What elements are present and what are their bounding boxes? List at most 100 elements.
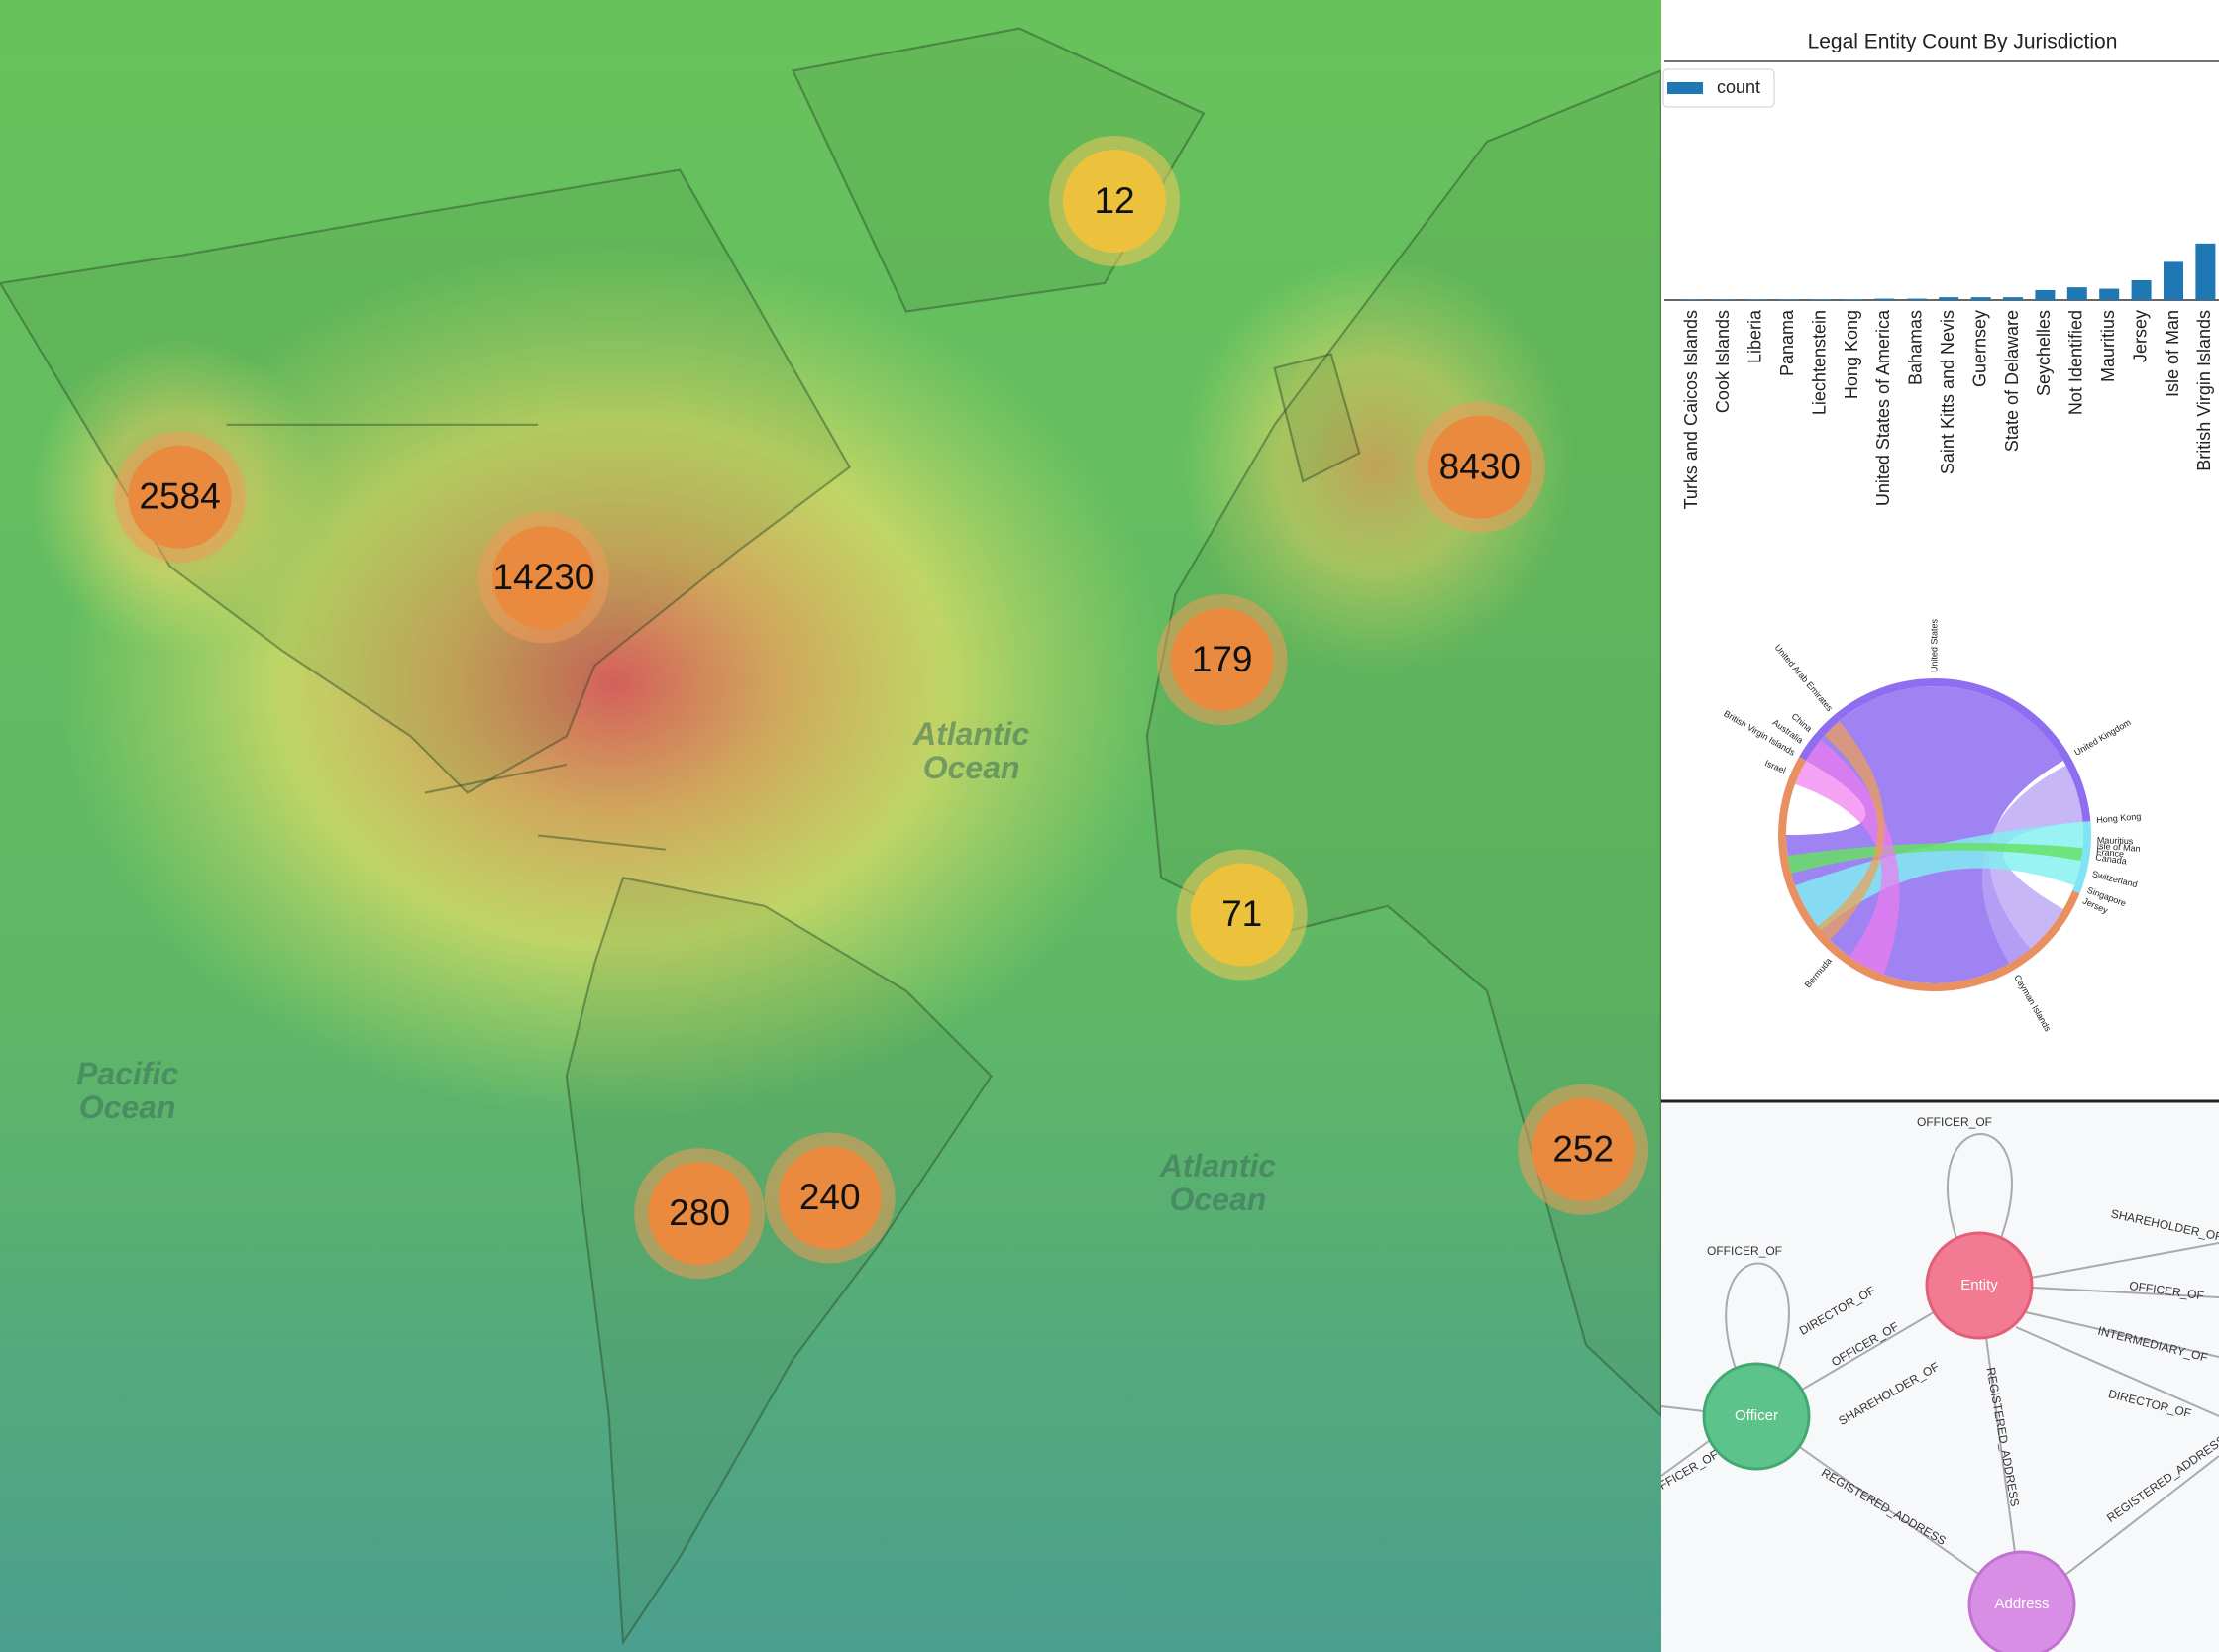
heat-region	[59, 248, 1169, 1119]
cluster-core	[1532, 1097, 1636, 1201]
ocean-label: Ocean	[923, 750, 1020, 785]
node[interactable]	[1925, 1231, 2034, 1340]
land	[0, 27, 1661, 1646]
chord-label: Canada	[2095, 852, 2128, 866]
chord-ribbon	[1981, 765, 2083, 964]
self-loop	[1946, 1133, 2013, 1239]
relationship-label: OFFICER_OF	[1917, 1115, 1992, 1129]
bar	[1843, 299, 1862, 300]
ocean-label: Ocean	[79, 1089, 176, 1125]
ocean-label: Pacific	[76, 1056, 178, 1091]
cluster-marker[interactable]: 12	[1049, 135, 1181, 266]
cluster-marker[interactable]: 14230	[477, 512, 609, 644]
relationship-line	[1661, 1440, 1710, 1477]
x-tick-label: Mauritius	[2098, 310, 2118, 382]
bar	[2035, 289, 2056, 300]
bar	[1874, 298, 1895, 300]
chord-label: United States	[1929, 618, 1939, 672]
x-tick-label: British Virgin Islands	[2194, 310, 2214, 471]
chord-label: France	[2096, 847, 2125, 860]
node[interactable]	[1702, 1362, 1811, 1471]
x-tick-label: Seychelles	[2034, 310, 2054, 396]
cluster-core	[1190, 863, 1294, 967]
bar	[2164, 261, 2183, 300]
cluster-count: 2584	[139, 476, 220, 517]
relationship-line	[2064, 1455, 2219, 1576]
border	[226, 423, 666, 851]
legend-swatch	[1667, 82, 1703, 94]
cluster-core	[1427, 415, 1532, 519]
bar	[2003, 297, 2023, 300]
ocean-label: Ocean	[1169, 1182, 1266, 1217]
node-label: Entity	[1960, 1277, 1998, 1293]
cluster-marker[interactable]: 8430	[1414, 401, 1545, 533]
cluster-marker[interactable]: 2584	[114, 431, 246, 563]
bar	[1939, 297, 1959, 300]
bar	[2131, 279, 2152, 300]
self-loop	[1725, 1262, 1790, 1370]
chord-arc	[2072, 821, 2091, 894]
chord-label: Hong Kong	[2096, 811, 2142, 825]
x-tick-label: Liberia	[1745, 309, 1765, 363]
cluster-marker[interactable]: 240	[764, 1132, 896, 1264]
node[interactable]	[1967, 1550, 2076, 1652]
node-label: Officer	[1735, 1407, 1778, 1424]
continent	[1273, 353, 1361, 483]
node-label: Address	[1994, 1596, 2049, 1612]
bar	[1745, 299, 1766, 300]
chord-label: Isle of Man	[2096, 841, 2141, 854]
bar	[1682, 299, 1702, 300]
bar	[2099, 288, 2120, 300]
cluster-marker[interactable]: 280	[634, 1148, 766, 1280]
cluster-marker[interactable]: 71	[1176, 849, 1308, 981]
legend-label: count	[1717, 77, 1760, 97]
bar	[1810, 299, 1831, 300]
bar	[2195, 243, 2216, 300]
bar-chart: Legal Entity Count By Jurisdiction count T…	[1662, 31, 2219, 509]
cluster-count: 8430	[1439, 447, 1521, 487]
cluster-core	[778, 1146, 882, 1250]
relationship-label: OFFICER_OF	[1707, 1244, 1782, 1258]
x-tick-label: Guernsey	[1969, 310, 1989, 387]
cluster-marker[interactable]: 179	[1156, 594, 1288, 726]
ocean-label: Atlantic	[912, 716, 1030, 752]
x-tick-label: Cook Islands	[1713, 310, 1733, 413]
x-tick-label: Panama	[1777, 309, 1797, 376]
chart-title: Legal Entity Count By Jurisdiction	[1808, 31, 2118, 53]
relationship-line	[2025, 1311, 2219, 1358]
x-tick-label: Isle of Man	[2163, 310, 2182, 397]
cluster-count: 240	[799, 1177, 861, 1217]
relationship-line	[2015, 1326, 2219, 1417]
cluster-count: 12	[1094, 180, 1134, 221]
side-panel: Legal Entity Count By Jurisdiction count T…	[1661, 0, 2219, 1652]
ocean-label: Atlantic	[1159, 1148, 1277, 1184]
chord-ribbon	[1795, 739, 1900, 975]
continent	[565, 877, 994, 1646]
cluster-count: 71	[1221, 893, 1262, 934]
chord-ribbon	[1787, 843, 2083, 874]
cluster-count: 14230	[492, 557, 594, 597]
x-tick-label: Jersey	[2130, 310, 2150, 362]
relationship-line	[1661, 1405, 1705, 1412]
x-tick-label: Saint Kitts and Nevis	[1938, 310, 1957, 474]
relationship-line	[2032, 1287, 2219, 1298]
x-tick-label: Hong Kong	[1842, 310, 1861, 399]
chord-label: Mauritius	[2097, 835, 2134, 846]
x-tick-label: State of Delaware	[2002, 310, 2022, 452]
bar	[1714, 299, 1735, 300]
cluster-core	[1063, 149, 1167, 253]
x-tick-label: Bahamas	[1906, 310, 1926, 385]
continent	[0, 168, 852, 794]
bar	[1778, 299, 1799, 300]
bar	[1906, 298, 1927, 300]
x-tick-label: United States of America	[1873, 309, 1893, 506]
cluster-core	[648, 1162, 752, 1266]
chord-ribbon	[1817, 721, 1885, 941]
x-tick-label: Liechtenstein	[1809, 310, 1829, 415]
cluster-count: 179	[1192, 639, 1253, 679]
cluster-marker[interactable]: 252	[1518, 1084, 1649, 1215]
legend-box	[1662, 68, 1775, 108]
